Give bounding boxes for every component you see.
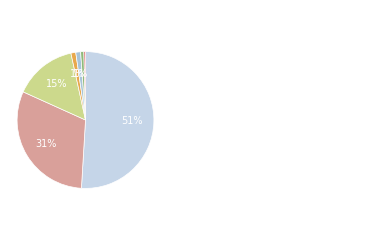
Text: 1%: 1% [70,69,85,79]
Text: 51%: 51% [121,116,143,126]
Text: 31%: 31% [35,139,56,149]
Wedge shape [84,52,86,120]
Wedge shape [17,92,85,188]
Wedge shape [81,52,154,188]
Text: 15%: 15% [46,79,67,89]
Legend: Mined from GenBank, NCBI [134], Herbarium of South China
Botanical Garden [81], : Mined from GenBank, NCBI [134], Herbariu… [171,4,328,151]
Wedge shape [71,52,86,120]
Text: 1%: 1% [73,69,88,79]
Wedge shape [76,52,86,120]
Wedge shape [23,53,86,120]
Wedge shape [81,52,86,120]
